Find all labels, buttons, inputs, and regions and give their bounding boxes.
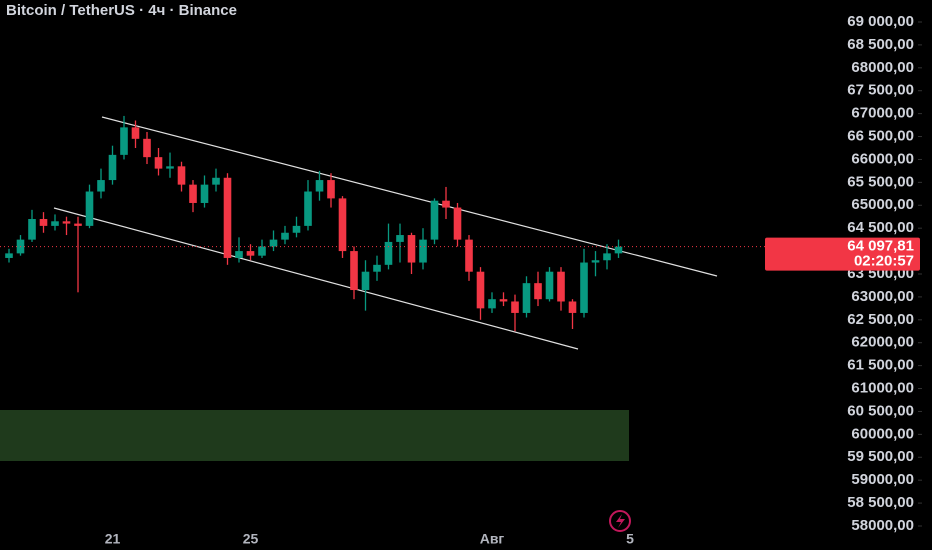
y-tick-label: 59 500,00 (847, 448, 914, 465)
candle-body (522, 283, 531, 313)
candle-body (373, 264, 381, 272)
candle-body (120, 127, 128, 155)
event-icon (609, 510, 631, 532)
y-tick-label: 63000,00 (851, 288, 914, 305)
y-tick-label: 60000,00 (851, 425, 914, 442)
channel-lower (53, 207, 579, 350)
x-tick-label: Авг (480, 531, 505, 547)
candle-body (580, 262, 588, 313)
channel-upper (101, 116, 718, 277)
y-tick-label: 60 500,00 (847, 402, 914, 419)
candle-body (396, 235, 404, 242)
y-tick-label: 68000,00 (851, 59, 914, 76)
candles (5, 115, 623, 332)
y-tick-label: 67 500,00 (847, 82, 914, 99)
candle-body (407, 235, 416, 263)
candle-body (465, 239, 473, 272)
y-tick-label: 67000,00 (851, 105, 914, 122)
y-tick-label: 62 500,00 (847, 311, 914, 328)
event-bolt (616, 514, 625, 528)
candle-body (28, 219, 36, 240)
x-tick-label: 21 (105, 531, 121, 547)
y-tick-label: 58 500,00 (847, 494, 914, 511)
candle-body (511, 301, 519, 313)
x-tick-label: 25 (243, 531, 259, 547)
countdown-label: 02:20:57 (854, 253, 914, 270)
candle-body (5, 253, 13, 258)
candle-body (74, 223, 82, 226)
candle-body (361, 271, 370, 291)
candle-body (557, 271, 565, 302)
candle-body (499, 299, 508, 302)
candle-body (131, 127, 140, 139)
candle-body (51, 221, 59, 226)
y-tick-label: 65000,00 (851, 196, 914, 213)
candle-body (258, 246, 266, 256)
candle-body (235, 251, 243, 258)
candle-body (545, 271, 554, 300)
candle-body (304, 191, 312, 226)
candle-body (384, 241, 393, 265)
y-tick-label: 64 500,00 (847, 219, 914, 236)
candle-body (62, 221, 71, 224)
candle-body (603, 253, 611, 261)
candle-body (189, 184, 197, 203)
candle-body (281, 232, 289, 240)
candle-body (614, 246, 623, 254)
candle-body (143, 138, 151, 158)
y-tick-label: 61000,00 (851, 380, 914, 397)
candle-body (534, 283, 542, 300)
y-tick-label: 62000,00 (851, 334, 914, 351)
last-price-box (765, 237, 920, 271)
candle-body (85, 191, 94, 226)
candle-body (97, 180, 105, 192)
support-zone (0, 410, 629, 461)
candle-body (315, 180, 324, 192)
y-tick-label: 61 500,00 (847, 357, 914, 374)
candle-body (476, 271, 485, 309)
chart-title: Bitcoin / TetherUS · 4ч · Binance (6, 2, 237, 19)
candle-body (154, 157, 163, 169)
candle-body (166, 166, 174, 169)
candle-body (488, 299, 496, 309)
candle-body (108, 154, 117, 181)
y-tick-label: 66 500,00 (847, 128, 914, 145)
y-tick-label: 65 500,00 (847, 173, 914, 190)
candle-body (327, 180, 335, 199)
candle-body (223, 177, 232, 258)
candle-body (568, 301, 577, 313)
candle-body (338, 198, 347, 252)
last-price-label: 64 097,81 (847, 238, 914, 255)
candle-body (430, 200, 439, 240)
y-tick-label: 68 500,00 (847, 36, 914, 53)
candle-body (269, 239, 278, 247)
candle-body (212, 177, 220, 185)
y-tick-label: 66000,00 (851, 150, 914, 167)
y-tick-label: 69 000,00 (847, 13, 914, 30)
candle-body (442, 200, 450, 208)
y-tick-label: 59000,00 (851, 471, 914, 488)
y-tick-label: 58000,00 (851, 517, 914, 534)
candle-body (419, 239, 427, 263)
candle-body (39, 219, 48, 226)
x-tick-label: 5 (626, 531, 634, 547)
candle-body (200, 184, 209, 203)
candle-body (246, 251, 255, 256)
candle-body (177, 166, 186, 185)
candle-body (350, 251, 358, 291)
candle-body (453, 207, 462, 240)
candle-body (292, 225, 301, 233)
candle-body (591, 260, 600, 263)
